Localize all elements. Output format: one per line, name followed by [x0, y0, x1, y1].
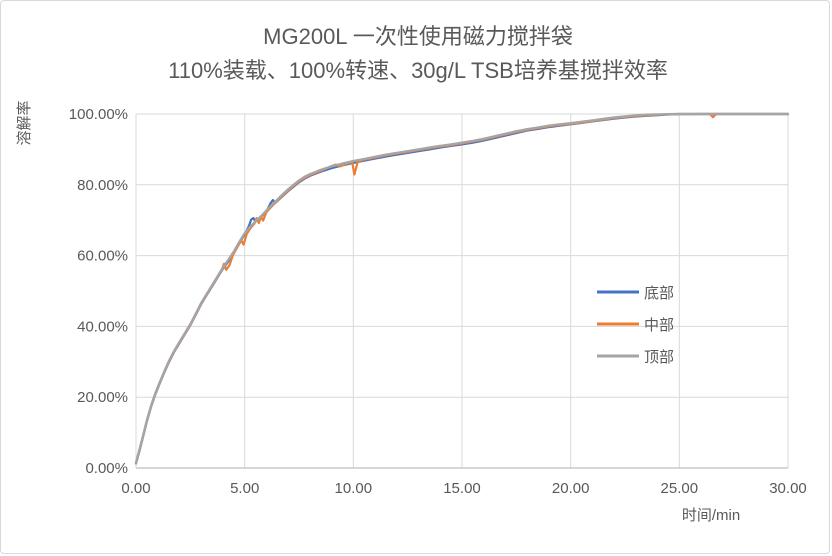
y-tick-60: 60.00% — [77, 248, 128, 265]
y-tick-100: 100.00% — [69, 106, 128, 123]
y-tick-40: 40.00% — [77, 318, 128, 335]
x-tick-labels: 0.00 5.00 10.00 15.00 20.00 25.00 30.00 — [121, 480, 806, 497]
x-tick-10: 10.00 — [335, 480, 373, 497]
x-tick-25: 25.00 — [661, 480, 699, 497]
y-tick-0: 0.00% — [85, 460, 128, 477]
y-axis-title: 溶解率 — [16, 100, 33, 145]
x-tick-5: 5.00 — [230, 480, 259, 497]
chart-title-line2: 110%装载、100%转速、30g/L TSB培养基搅拌效率 — [168, 58, 668, 83]
x-axis-title: 时间/min — [682, 507, 740, 524]
series-line-top — [134, 112, 790, 464]
y-tick-80: 80.00% — [77, 177, 128, 194]
x-tick-0: 0.00 — [121, 480, 150, 497]
legend: 底部 中部 顶部 — [597, 285, 674, 366]
x-tick-30: 30.00 — [769, 480, 807, 497]
chart-title-line1: MG200L 一次性使用磁力搅拌袋 — [263, 24, 573, 49]
y-tick-labels: 100.00% 80.00% 60.00% 40.00% 20.00% 0.00… — [69, 106, 128, 477]
legend-label-top: 顶部 — [644, 349, 674, 366]
legend-item-top: 顶部 — [597, 349, 674, 366]
legend-item-middle: 中部 — [597, 317, 674, 334]
y-tick-20: 20.00% — [77, 389, 128, 406]
legend-label-middle: 中部 — [644, 317, 674, 334]
legend-label-bottom: 底部 — [644, 285, 674, 302]
x-tick-15: 15.00 — [443, 480, 481, 497]
x-tick-20: 20.00 — [552, 480, 590, 497]
vertical-gridlines — [135, 114, 789, 468]
legend-item-bottom: 底部 — [597, 285, 674, 302]
